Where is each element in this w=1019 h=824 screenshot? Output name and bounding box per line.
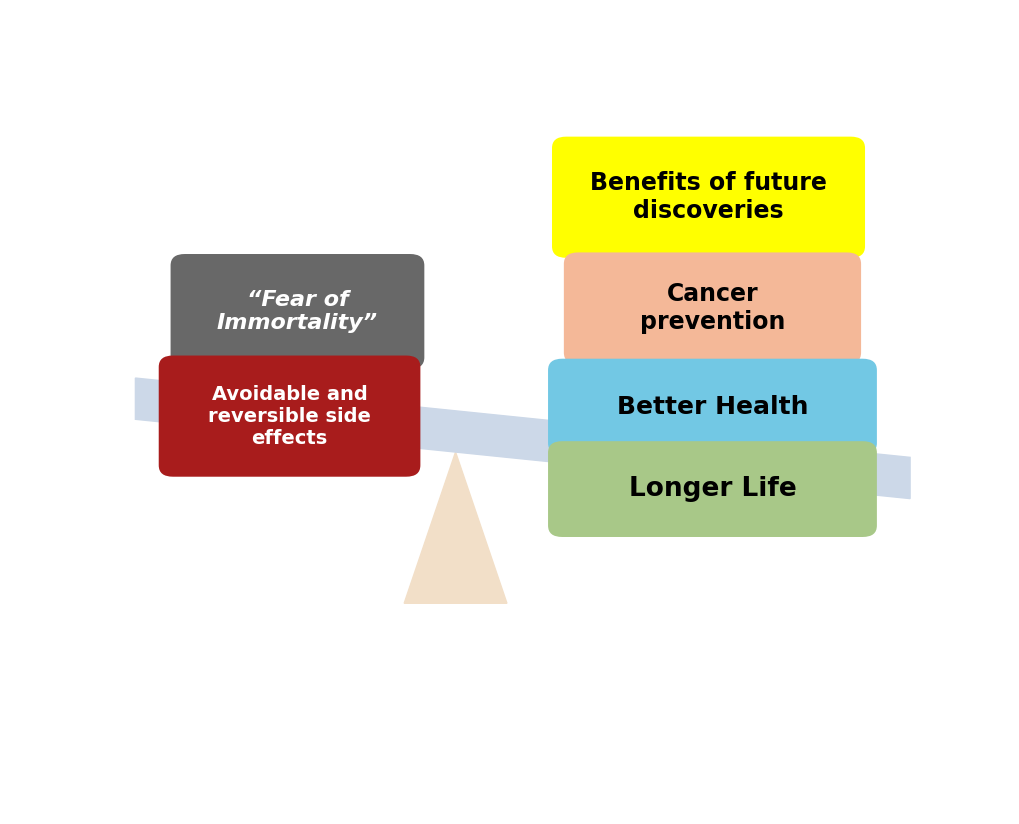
FancyBboxPatch shape <box>547 358 876 455</box>
FancyBboxPatch shape <box>551 137 864 258</box>
Text: Longer Life: Longer Life <box>628 476 796 502</box>
FancyBboxPatch shape <box>159 355 420 477</box>
Text: “Fear of
Immortality”: “Fear of Immortality” <box>217 290 378 333</box>
Text: Benefits of future
discoveries: Benefits of future discoveries <box>590 171 826 223</box>
Polygon shape <box>136 378 909 499</box>
Text: Avoidable and
reversible side
effects: Avoidable and reversible side effects <box>208 385 371 447</box>
FancyBboxPatch shape <box>547 441 876 537</box>
Text: Better Health: Better Health <box>616 395 807 419</box>
Polygon shape <box>404 452 506 603</box>
Text: Cancer
prevention: Cancer prevention <box>639 283 785 335</box>
FancyBboxPatch shape <box>170 254 424 369</box>
FancyBboxPatch shape <box>564 252 860 364</box>
